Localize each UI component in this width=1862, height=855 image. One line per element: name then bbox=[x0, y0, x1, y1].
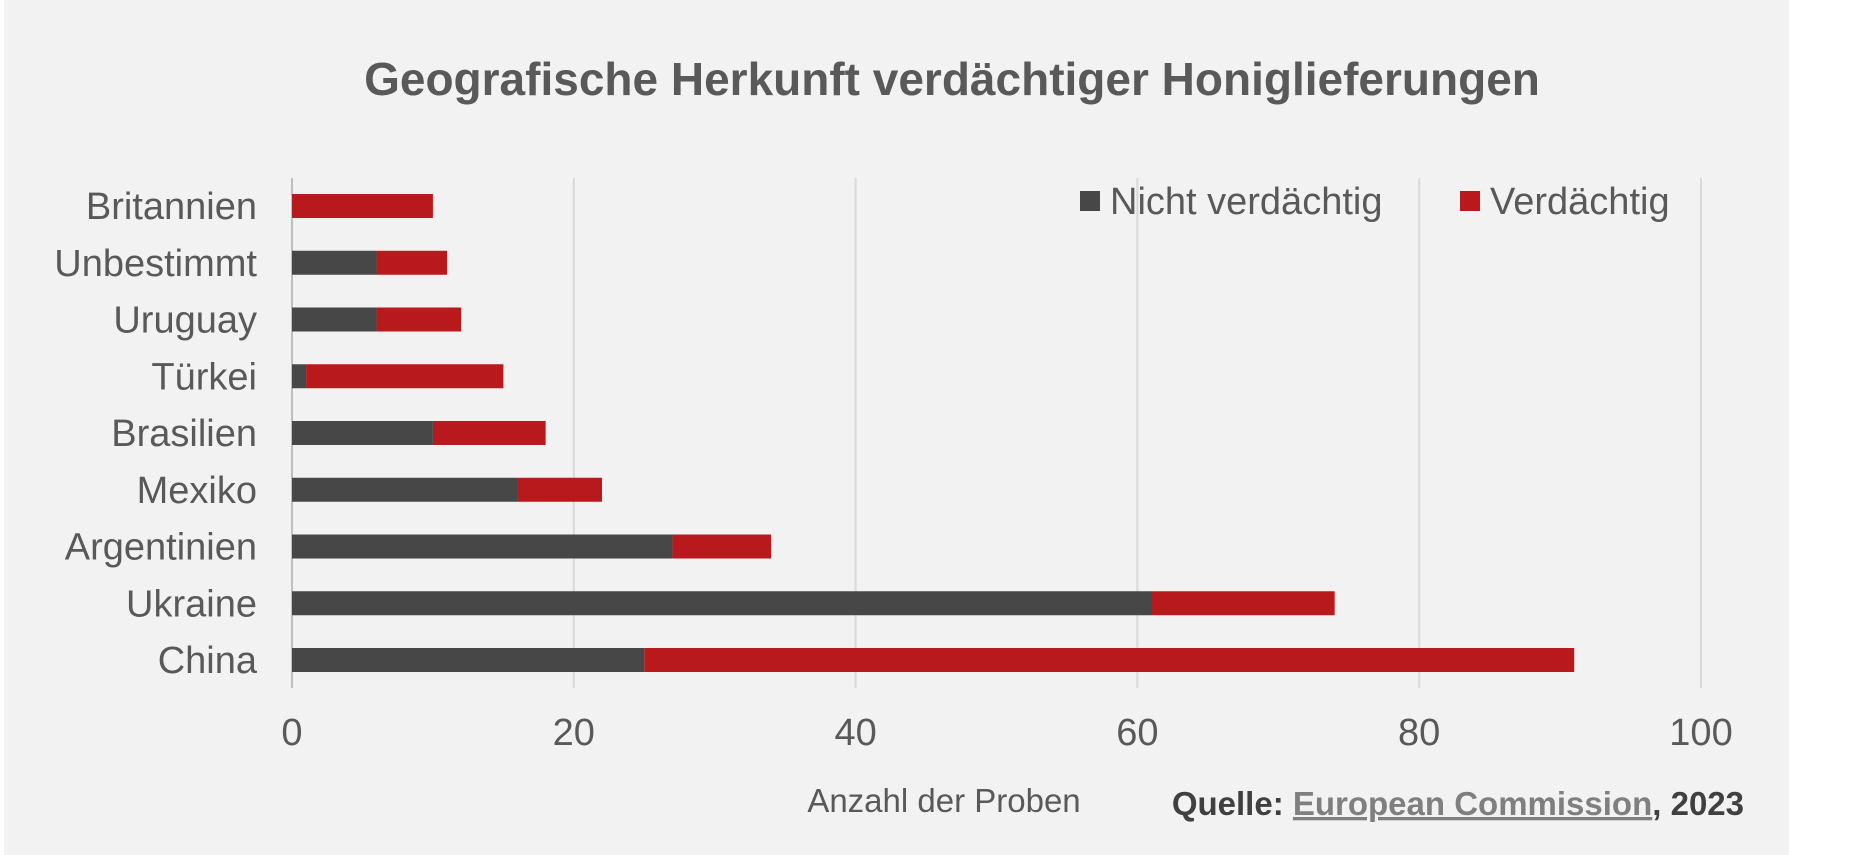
bar-mexiko-series-1 bbox=[517, 477, 602, 502]
tick-label-0: 0 bbox=[281, 712, 302, 754]
bar-china-series-0 bbox=[292, 648, 645, 672]
chart: Geografische Herkunft verdächtiger Honig… bbox=[54, 53, 1744, 822]
chart-title: Geografische Herkunft verdächtiger Honig… bbox=[364, 53, 1540, 105]
category-label-4: Brasilien bbox=[111, 413, 257, 455]
category-label-2: Uruguay bbox=[113, 300, 257, 342]
legend: Nicht verdächtig Verdächtig bbox=[1080, 181, 1670, 223]
tick-label-40: 40 bbox=[834, 712, 876, 754]
bar-argentinien-series-0 bbox=[292, 534, 673, 559]
category-label-1: Unbestimmt bbox=[54, 243, 257, 285]
bar-brasilien-series-1 bbox=[432, 421, 546, 445]
tick-labels: 0 20 40 60 80 100 bbox=[281, 712, 1732, 754]
bar-türkei-series-1 bbox=[306, 364, 504, 389]
source-note: Quelle: European Commission, 2023 bbox=[1172, 785, 1744, 822]
source-prefix: Quelle: bbox=[1172, 785, 1293, 822]
legend-swatch-0 bbox=[1080, 191, 1100, 211]
bar-brasilien-series-0 bbox=[292, 421, 433, 445]
bars bbox=[292, 194, 1575, 672]
source-suffix: , 2023 bbox=[1652, 785, 1744, 822]
tick-label-80: 80 bbox=[1398, 712, 1440, 754]
bar-argentinien-series-1 bbox=[672, 534, 772, 559]
bar-unbestimmt-series-0 bbox=[292, 250, 377, 275]
bar-türkei-series-0 bbox=[292, 364, 307, 389]
tick-label-100: 100 bbox=[1669, 712, 1732, 754]
tick-label-60: 60 bbox=[1116, 712, 1158, 754]
legend-swatch-1 bbox=[1460, 191, 1480, 211]
bar-ukraine-series-1 bbox=[1151, 591, 1335, 616]
x-axis-label: Anzahl der Proben bbox=[807, 782, 1080, 819]
bar-ukraine-series-0 bbox=[292, 591, 1152, 616]
category-label-5: Mexiko bbox=[137, 470, 257, 512]
bar-china-series-1 bbox=[644, 648, 1575, 672]
category-label-3: Türkei bbox=[151, 356, 257, 398]
category-label-7: Ukraine bbox=[126, 583, 257, 625]
legend-label-0: Nicht verdächtig bbox=[1110, 181, 1382, 223]
bar-uruguay-series-1 bbox=[376, 307, 462, 332]
bar-britannien-series-1 bbox=[292, 194, 433, 218]
category-label-6: Argentinien bbox=[65, 527, 257, 569]
bar-unbestimmt-series-1 bbox=[376, 250, 447, 275]
category-label-0: Britannien bbox=[86, 186, 257, 228]
legend-label-1: Verdächtig bbox=[1490, 181, 1670, 223]
category-labels: Britannien Unbestimmt Uruguay Türkei Brasili… bbox=[54, 186, 258, 682]
source-link[interactable]: European Commission bbox=[1293, 785, 1652, 822]
tick-label-20: 20 bbox=[553, 712, 595, 754]
bar-uruguay-series-0 bbox=[292, 307, 377, 332]
bar-mexiko-series-0 bbox=[292, 477, 518, 502]
chart-panel: Geografische Herkunft verdächtiger Honig… bbox=[4, 0, 1789, 855]
category-label-8: China bbox=[158, 640, 258, 682]
